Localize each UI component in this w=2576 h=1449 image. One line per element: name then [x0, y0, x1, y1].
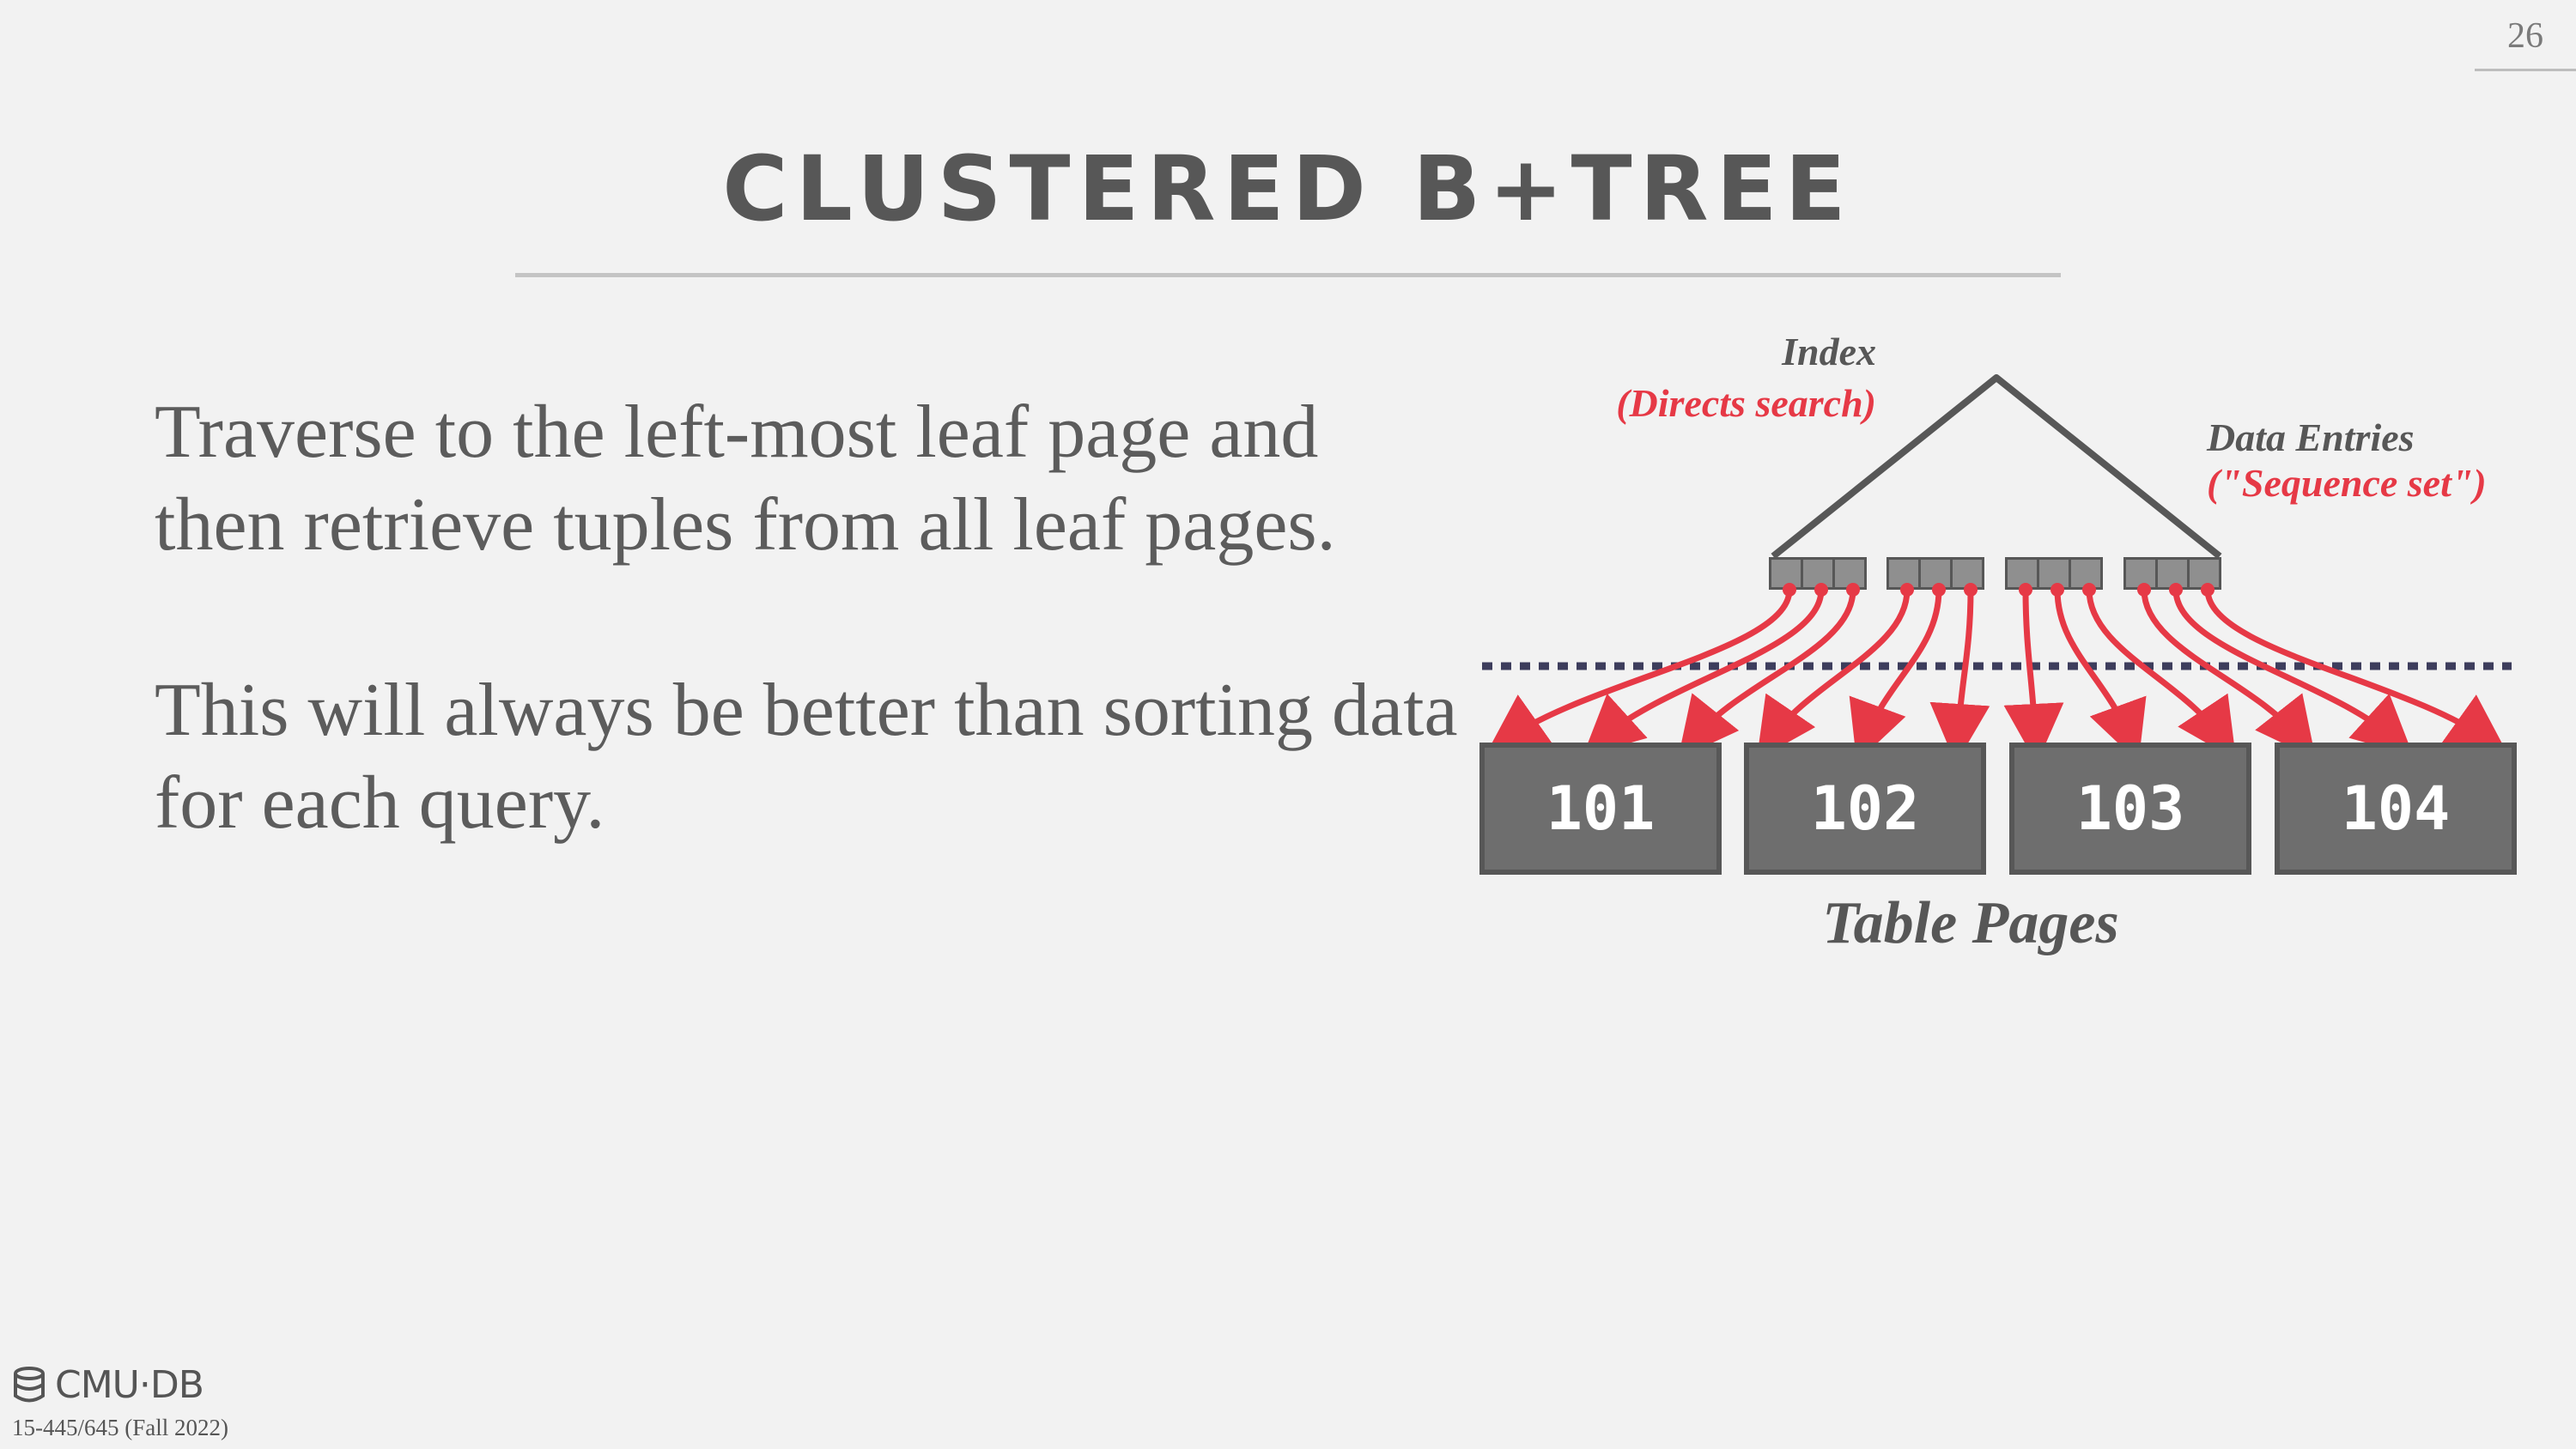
course-label: 15-445/645 (Fall 2022) [12, 1415, 228, 1441]
pointer-dot [1932, 583, 1946, 597]
table-pages: 101 102 103 104 [1482, 745, 2514, 872]
pointer-dot [1814, 583, 1828, 597]
leaf-slot [2039, 560, 2069, 587]
leaf-slot [1889, 560, 1918, 587]
pointer-arrows [1506, 583, 2488, 740]
leaf-slot [1771, 560, 1801, 587]
table-page-label: 103 [2076, 773, 2184, 844]
pointer-dot [2050, 583, 2064, 597]
pointer-dot [1846, 583, 1860, 597]
pointer-dot [2137, 583, 2151, 597]
table-page-label: 104 [2342, 773, 2450, 844]
leaf-slot [2126, 560, 2155, 587]
pointer-dot [2169, 583, 2183, 597]
table-pages-caption: Table Pages [1822, 890, 2118, 956]
pointer-dot [1900, 583, 1914, 597]
pointer-dot [2082, 583, 2096, 597]
leaf-slot [1921, 560, 1950, 587]
index-sublabel: (Directs search) [1616, 381, 1876, 425]
pointer-dot [1783, 583, 1796, 597]
database-icon [10, 1366, 48, 1404]
leaf-slot [2190, 560, 2219, 587]
leaf-slot [1953, 560, 1982, 587]
pointer-dot [2019, 583, 2032, 597]
leaf-slot [1803, 560, 1832, 587]
leaf-nodes [1769, 557, 2221, 590]
index-label: Index [1781, 330, 1876, 373]
leaf-slot [2071, 560, 2100, 587]
leaf-slot [2008, 560, 2037, 587]
pointer-dot [1964, 583, 1978, 597]
leaf-slot [1835, 560, 1864, 587]
leaf-slot [2158, 560, 2187, 587]
pointer-dot [2201, 583, 2215, 597]
logo-text: CMU·DB [55, 1363, 204, 1407]
table-page-label: 102 [1811, 773, 1919, 844]
table-page-label: 101 [1546, 773, 1655, 844]
data-entries-label: Data Entries [2206, 415, 2415, 459]
data-entries-sublabel: ("Sequence set") [2207, 461, 2487, 505]
cmu-db-logo: CMU·DB [10, 1363, 204, 1406]
